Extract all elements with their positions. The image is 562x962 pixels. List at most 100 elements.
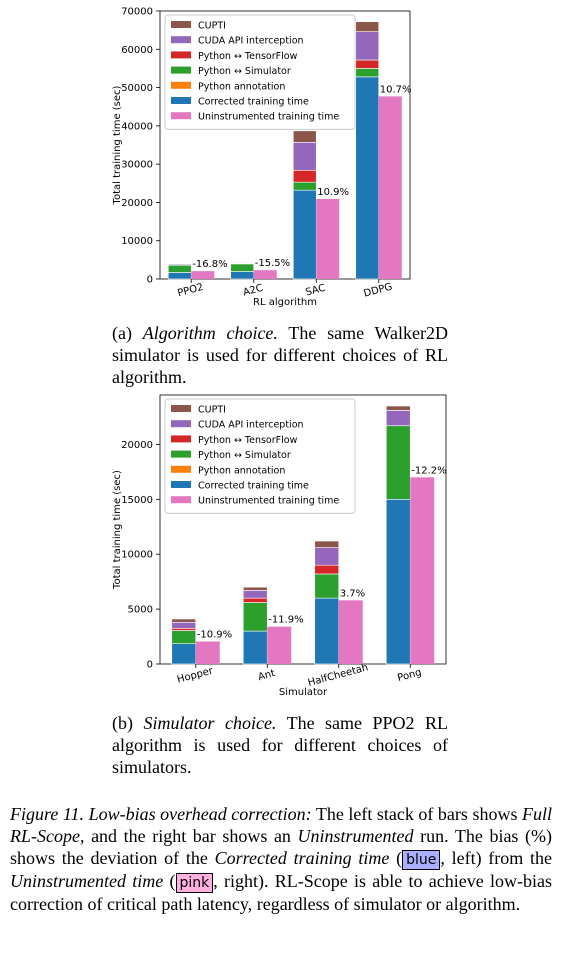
legend-entry: Uninstrumented training time [198, 112, 339, 123]
stack-bar-segment [355, 21, 380, 32]
x-axis-label: RL algorithm [253, 297, 317, 308]
legend-entry: Python ↔ TensorFlow [198, 51, 298, 62]
uninstrumented-bar [191, 271, 215, 279]
stack-bar-segment [171, 628, 197, 631]
stack-bar-segment [230, 271, 255, 280]
legend-entry: CUDA API interception [198, 420, 304, 431]
stack-bar-segment [314, 573, 340, 599]
legend-entry: Python ↔ Simulator [198, 450, 291, 461]
stack-bar-segment [355, 68, 380, 78]
stack-bar-segment [292, 130, 317, 143]
legend-swatch [171, 405, 191, 412]
stack-bar-segment [171, 621, 197, 629]
legend-swatch [171, 51, 191, 59]
stack-bar-segment [242, 597, 268, 603]
stack-bar-segment [167, 272, 192, 280]
y-axis-label: Total training time (sec) [112, 85, 123, 205]
pink-swatch: pink [175, 873, 214, 893]
uninstrumented-bar [378, 96, 402, 280]
legend-swatch [171, 97, 191, 104]
figure-text-5: , left) from the [440, 848, 553, 868]
figure-text-6: ( [169, 871, 176, 891]
bias-label: -16.8% [192, 259, 227, 270]
x-tick-label: HalfCheetah [307, 662, 370, 689]
stack-bar-segment [292, 142, 317, 171]
x-tick-label: PPO2 [176, 282, 204, 299]
caption-a-title: Algorithm choice. [142, 323, 278, 343]
figure-text-2: , and the right bar shows an [79, 826, 291, 846]
x-tick-label: Ant [257, 668, 276, 683]
y-tick-label: 0 [147, 275, 153, 286]
y-tick-label: 5000 [128, 605, 153, 616]
stack-bar-segment [242, 630, 268, 665]
uninstrumented-bar [316, 198, 340, 279]
figure-text-3: run. The bias (%) shows the deviation of… [10, 826, 553, 868]
bias-label: -11.9% [268, 615, 303, 626]
legend-entry: Uninstrumented training time [198, 496, 339, 507]
caption-b-title: Simulator choice. [143, 713, 277, 733]
x-tick-label: Hopper [176, 665, 215, 685]
stack-bar-segment [292, 169, 317, 183]
y-tick-label: 0 [147, 660, 153, 671]
legend-swatch [171, 435, 191, 443]
uninstrumented-bar [195, 641, 220, 664]
figure-label: Figure 11. [10, 804, 85, 824]
figure-text-7: , right). RL-Scope is able to achieve lo… [10, 871, 553, 914]
legend-swatch [171, 465, 191, 473]
stack-bar-segment [385, 499, 411, 665]
legend-swatch [171, 21, 191, 28]
stack-bar-segment [314, 540, 340, 548]
x-tick-label: DDPG [363, 281, 394, 299]
stack-bar-segment [171, 643, 197, 665]
stack-bar-segment [292, 181, 317, 191]
figure-text-corrected: Corrected training time [214, 848, 390, 868]
stack-bar-segment [355, 76, 380, 280]
stack-bar-segment [171, 630, 197, 644]
caption-b-label: (b) [112, 713, 133, 733]
y-tick-label: 20000 [121, 440, 153, 451]
stack-bar-segment [385, 410, 411, 427]
legend-swatch [171, 481, 191, 488]
stack-bar-segment [242, 590, 268, 599]
caption-b-text: The same PPO2 RL algorithm is used for d… [112, 713, 448, 777]
stack-bar-segment [171, 618, 197, 623]
uninstrumented-bar [267, 626, 292, 664]
legend-entry: CUPTI [198, 21, 226, 32]
stack-bar-segment [314, 564, 340, 575]
y-tick-label: 70000 [121, 7, 153, 18]
y-tick-label: 60000 [121, 45, 153, 56]
figure-text-unin: Uninstrumented [297, 826, 414, 846]
legend-entry: Corrected training time [198, 481, 309, 492]
figure-text-4: ( [396, 848, 403, 868]
x-tick-label: Pong [396, 667, 422, 684]
bias-label: 10.9% [317, 187, 349, 198]
legend-box [164, 398, 356, 514]
caption-a: (a) Algorithm choice. The same Walker2D … [112, 322, 448, 388]
legend-entry: Python annotation [198, 81, 285, 92]
bias-label: -15.5% [255, 258, 290, 269]
figure-text-1: The left stack of bars shows [315, 804, 518, 824]
stack-bar-segment [242, 602, 268, 632]
plot-frame [159, 10, 411, 280]
legend-entry: CUDA API interception [198, 36, 304, 47]
figure-title: Low-bias overhead correction: [88, 804, 312, 824]
bias-label: -10.9% [197, 629, 232, 640]
algorithm-choice-chart: 0 10000 20000 30000 40000 50000 60000 70000 -16.… [112, 7, 412, 309]
y-tick-label: 50000 [121, 83, 153, 94]
x-tick-label: A2C [242, 283, 264, 299]
legend-swatch [171, 450, 191, 458]
figure-caption: Figure 11. Low-bias overhead correction:… [10, 803, 552, 915]
legend-swatch [171, 81, 191, 89]
stack-bar-segment [292, 189, 317, 280]
plot-frame [159, 394, 447, 665]
stack-bar-segment [242, 586, 268, 591]
stack-bar-segment [167, 264, 192, 273]
simulator-choice-chart: 0 5000 10000 15000 20000 -10.9% Hopper -11.9% An… [112, 394, 447, 698]
caption-b: (b) Simulator choice. The same PPO2 RL a… [112, 712, 448, 778]
legend-entry: Python ↔ Simulator [198, 66, 291, 77]
figure-text-unin-time: Uninstrumented time [10, 871, 164, 891]
y-tick-label: 10000 [121, 550, 153, 561]
stack-bar-segment [314, 597, 340, 665]
y-tick-label: 30000 [121, 160, 153, 171]
caption-a-text: The same Walker2D simulator is used for … [112, 323, 448, 387]
